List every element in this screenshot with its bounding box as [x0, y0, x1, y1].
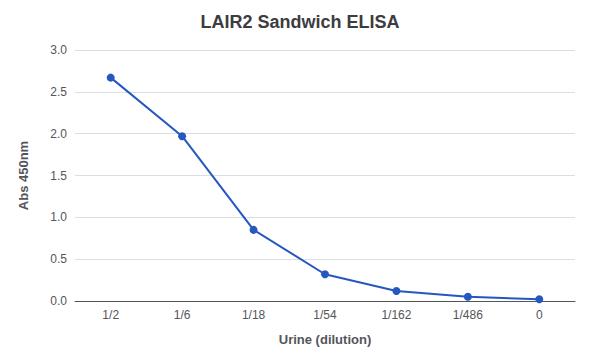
- svg-text:2.5: 2.5: [50, 85, 67, 99]
- svg-text:1/486: 1/486: [453, 308, 483, 322]
- svg-text:3.0: 3.0: [50, 43, 67, 57]
- svg-text:Urine (dilution): Urine (dilution): [279, 332, 371, 347]
- svg-text:LAIR2 Sandwich ELISA: LAIR2 Sandwich ELISA: [200, 12, 399, 32]
- svg-text:1.5: 1.5: [50, 169, 67, 183]
- svg-text:0.0: 0.0: [50, 294, 67, 308]
- svg-text:1/162: 1/162: [381, 308, 411, 322]
- svg-text:1.0: 1.0: [50, 210, 67, 224]
- svg-text:Abs 450nm: Abs 450nm: [16, 141, 31, 210]
- svg-text:2.0: 2.0: [50, 127, 67, 141]
- svg-text:1/18: 1/18: [242, 308, 266, 322]
- svg-text:0: 0: [536, 308, 543, 322]
- svg-text:1/2: 1/2: [102, 308, 119, 322]
- svg-text:1/54: 1/54: [313, 308, 337, 322]
- svg-text:1/6: 1/6: [174, 308, 191, 322]
- svg-text:0.5: 0.5: [50, 252, 67, 266]
